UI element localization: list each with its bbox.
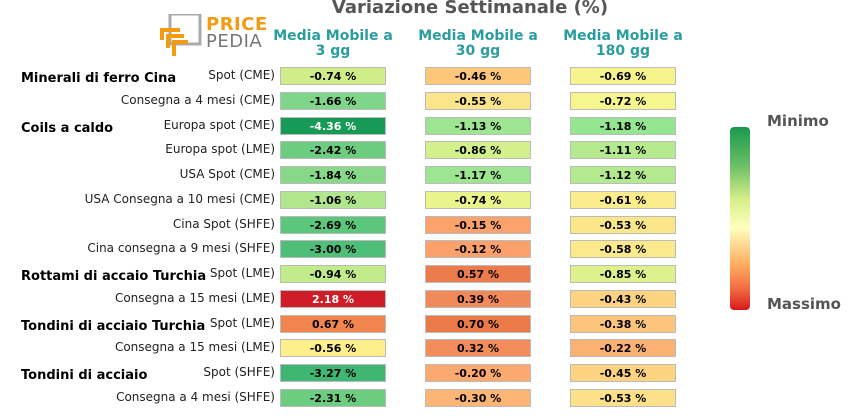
value-cell: -0.45 % bbox=[570, 364, 676, 382]
group-label: Minerali di ferro Cina bbox=[21, 71, 177, 86]
column-header-2: Media Mobile a 30 gg bbox=[418, 28, 538, 59]
value-cell: -0.61 % bbox=[570, 190, 676, 209]
value-cell: -0.30 % bbox=[425, 388, 531, 407]
row-label: Spot (SHFE) bbox=[203, 365, 275, 379]
value-cell: -2.42 % bbox=[280, 141, 386, 160]
value-cell: -4.36 % bbox=[280, 116, 386, 135]
value-cell: -1.11 % bbox=[570, 141, 676, 160]
value-cell: -0.74 % bbox=[425, 190, 531, 209]
row-label: Spot (LME) bbox=[209, 266, 275, 280]
value-cell: -2.31 % bbox=[280, 388, 386, 407]
value-cell: 0.39 % bbox=[425, 289, 531, 308]
value-cell: -0.55 % bbox=[425, 91, 531, 110]
column-header-3: Media Mobile a 180 gg bbox=[563, 28, 683, 59]
value-cell: -1.17 % bbox=[425, 166, 531, 184]
value-cell: -0.58 % bbox=[570, 240, 676, 259]
value-cell: -0.86 % bbox=[425, 141, 531, 160]
value-cell: -1.06 % bbox=[280, 190, 386, 209]
legend-max-label: Massimo bbox=[767, 295, 841, 313]
value-cell: -0.43 % bbox=[570, 289, 676, 308]
row-label: Europa spot (CME) bbox=[163, 117, 275, 132]
value-cell: -0.69 % bbox=[570, 67, 676, 85]
value-cell: -3.27 % bbox=[280, 364, 386, 382]
row-label: Consegna a 4 mesi (SHFE) bbox=[116, 389, 275, 404]
value-cell: -0.53 % bbox=[570, 388, 676, 407]
value-cell: -0.46 % bbox=[425, 67, 531, 85]
value-cell: -2.69 % bbox=[280, 215, 386, 234]
row-label: Consegna a 4 mesi (CME) bbox=[120, 92, 275, 107]
value-cell: -0.38 % bbox=[570, 314, 676, 333]
group-label: Coils a caldo bbox=[21, 120, 114, 136]
value-cell: -1.12 % bbox=[570, 166, 676, 184]
column-header-1: Media Mobile a 3 gg bbox=[273, 28, 393, 59]
value-cell: -1.84 % bbox=[280, 166, 386, 184]
row-label: Cina consegna a 9 mesi (SHFE) bbox=[87, 241, 275, 256]
row-label: Europa spot (LME) bbox=[165, 142, 275, 157]
row-label: Consegna a 15 mesi (LME) bbox=[114, 340, 275, 355]
pricepedia-logo: PRICE PEDIA bbox=[160, 12, 270, 58]
row-label: USA Spot (CME) bbox=[179, 167, 275, 181]
value-cell: -0.12 % bbox=[425, 240, 531, 259]
value-cell: -0.56 % bbox=[280, 339, 386, 358]
value-cell: -0.74 % bbox=[280, 67, 386, 85]
group-label: Tondini di acciaio Turchia bbox=[21, 318, 206, 334]
logo-text-price: PRICE bbox=[206, 14, 268, 35]
value-cell: -0.22 % bbox=[570, 339, 676, 358]
legend-min-label: Minimo bbox=[767, 112, 829, 130]
logo-text-pedia: PEDIA bbox=[206, 31, 263, 52]
value-cell: 0.70 % bbox=[425, 314, 531, 333]
value-cell: -1.66 % bbox=[280, 91, 386, 110]
row-label: Cina Spot (SHFE) bbox=[172, 216, 275, 231]
value-cell: -0.94 % bbox=[280, 265, 386, 283]
value-cell: -1.13 % bbox=[425, 116, 531, 135]
value-cell: -3.00 % bbox=[280, 240, 386, 259]
group-label: Rottami di accaio Turchia bbox=[21, 269, 207, 284]
value-cell: -1.18 % bbox=[570, 116, 676, 135]
row-label: Spot (CME) bbox=[208, 68, 275, 82]
value-cell: 2.18 % bbox=[280, 289, 386, 308]
row-label: Spot (LME) bbox=[209, 315, 275, 330]
value-cell: 0.57 % bbox=[425, 265, 531, 283]
value-cell: -0.53 % bbox=[570, 215, 676, 234]
group-label: Tondini di acciaio bbox=[21, 368, 148, 383]
value-cell: -0.85 % bbox=[570, 265, 676, 283]
logo-mark-icon bbox=[160, 12, 202, 56]
row-label: USA Consegna a 10 mesi (CME) bbox=[84, 191, 275, 206]
value-cell: -0.15 % bbox=[425, 215, 531, 234]
value-cell: 0.32 % bbox=[425, 339, 531, 358]
value-cell: -0.20 % bbox=[425, 364, 531, 382]
value-cell: 0.67 % bbox=[280, 314, 386, 333]
color-scale-bar bbox=[730, 127, 750, 310]
chart-title: Variazione Settimanale (%) bbox=[331, 0, 609, 18]
value-cell: -0.72 % bbox=[570, 91, 676, 110]
row-label: Consegna a 15 mesi (LME) bbox=[114, 290, 275, 305]
